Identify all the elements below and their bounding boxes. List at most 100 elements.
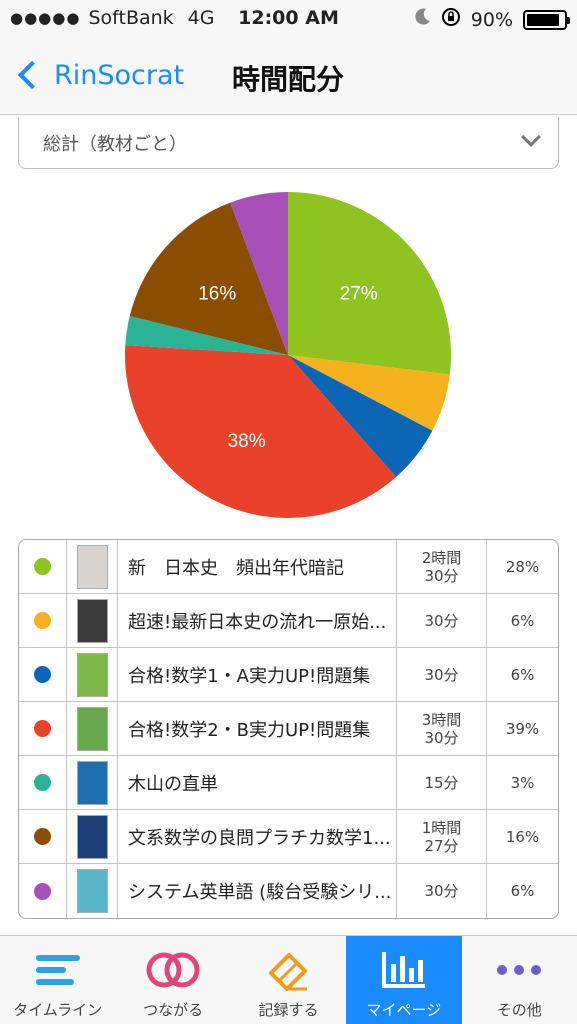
thumbnail-cell xyxy=(67,648,118,701)
study-time-line1: 2時間 xyxy=(421,548,462,567)
material-name: 新 日本史 頻出年代暗記 xyxy=(118,540,397,593)
time-percent: 16% xyxy=(505,827,540,846)
book-cover-image xyxy=(76,598,108,643)
color-cell xyxy=(19,540,67,593)
material-name-text: 文系数学の良問プラチカ数学1... xyxy=(128,827,391,849)
material-name-text: 木山の直単 xyxy=(128,773,218,795)
table-row[interactable]: 合格!数学1・A実力UP!問題集 30分 6% xyxy=(19,648,558,702)
table-row[interactable]: 合格!数学2・B実力UP!問題集 3時間 30分 39% xyxy=(19,702,558,756)
material-name-text: 超速!最新日本史の流れ一原始... xyxy=(128,611,387,633)
pie-slice-3 xyxy=(288,355,433,478)
navigation-bar: RinSocrat 時間配分 xyxy=(0,38,577,115)
series-color-dot xyxy=(34,774,51,791)
table-row[interactable]: 超速!最新日本史の流れ一原始... 30分 6% xyxy=(19,594,558,648)
study-time-line1: 3時間 xyxy=(421,710,462,729)
material-name-text: 合格!数学1・A実力UP!問題集 xyxy=(128,665,371,687)
study-time: 3時間 30分 xyxy=(397,702,487,755)
rotation-lock-icon xyxy=(441,7,461,32)
material-name: 超速!最新日本史の流れ一原始... xyxy=(118,594,397,647)
thumbnail-cell xyxy=(67,756,118,809)
tab-timeline[interactable]: タイムライン xyxy=(0,936,115,1024)
study-time-line1: 30分 xyxy=(424,665,459,684)
pie-slice-4 xyxy=(125,345,397,518)
study-time: 30分 xyxy=(397,864,487,918)
color-cell xyxy=(19,810,67,863)
book-cover-image xyxy=(76,544,108,589)
page-title: 時間配分 xyxy=(232,63,345,96)
book-cover-image xyxy=(76,652,108,697)
pie-slice-label-1: 27% xyxy=(340,283,378,304)
study-time-line1: 30分 xyxy=(424,611,459,630)
study-time: 30分 xyxy=(397,648,487,701)
do-not-disturb-icon xyxy=(415,8,431,31)
tab-label: マイページ xyxy=(366,1001,442,1019)
network-type: 4G xyxy=(187,7,215,29)
study-time-line2: 30分 xyxy=(424,566,459,585)
tab-mypage-chart[interactable]: マイページ xyxy=(346,936,462,1024)
pie-slice-7 xyxy=(230,192,288,355)
pie-slice-1 xyxy=(288,192,452,375)
back-button[interactable]: RinSocrat xyxy=(12,52,184,98)
status-time: 12:00 AM xyxy=(238,7,339,29)
series-color-dot xyxy=(34,558,51,575)
tab-connect-rings[interactable]: つながる xyxy=(115,936,230,1024)
status-bar: ●●●●● SoftBank 4G 12:00 AM 90% xyxy=(0,0,577,38)
signal-strength-icon: ●●●●● xyxy=(10,9,81,27)
color-cell xyxy=(19,702,67,755)
time-percent: 6% xyxy=(510,665,535,684)
table-row[interactable]: システム英単語 (駿台受験シリ... 30分 6% xyxy=(19,864,558,918)
book-cover-image xyxy=(76,706,108,751)
material-name-text: 合格!数学2・B実力UP!問題集 xyxy=(128,719,371,741)
materials-table: 新 日本史 頻出年代暗記 2時間 30分 28% 超速!最新日本史の流れ一原始... 30… xyxy=(18,539,559,919)
chevron-left-icon xyxy=(17,60,47,90)
series-color-dot xyxy=(34,828,51,845)
thumbnail-cell xyxy=(67,864,118,918)
record-pencil-icon xyxy=(265,950,311,991)
study-time: 1時間 27分 xyxy=(397,810,487,863)
time-percent: 28% xyxy=(505,557,540,576)
battery-icon xyxy=(523,9,570,30)
tab-record-pencil[interactable]: 記録する xyxy=(231,936,346,1024)
bottom-tab-bar: タイムライン つながる 記録する マイページ その他 xyxy=(0,935,577,1024)
more-dots-icon xyxy=(496,950,542,990)
timeline-icon xyxy=(35,950,80,990)
back-button-label: RinSocrat xyxy=(54,59,185,91)
chevron-down-icon xyxy=(521,127,541,147)
series-color-dot xyxy=(34,666,51,683)
study-time-line2: 27分 xyxy=(424,836,459,855)
material-name: 木山の直単 xyxy=(118,756,397,809)
battery-level xyxy=(527,13,560,26)
tab-more-dots[interactable]: その他 xyxy=(462,936,577,1024)
series-color-dot xyxy=(34,720,51,737)
table-row[interactable]: 新 日本史 頻出年代暗記 2時間 30分 28% xyxy=(19,540,558,594)
material-name: 合格!数学2・B実力UP!問題集 xyxy=(118,702,397,755)
table-row[interactable]: 文系数学の良問プラチカ数学1... 1時間 27分 16% xyxy=(19,810,558,864)
tab-label: その他 xyxy=(496,1001,542,1019)
connect-rings-icon xyxy=(143,950,203,990)
series-color-dot xyxy=(34,612,51,629)
summary-type-dropdown[interactable]: 総計（教材ごと） xyxy=(18,117,559,169)
thumbnail-cell xyxy=(67,540,118,593)
time-percent: 6% xyxy=(510,882,535,900)
color-cell xyxy=(19,864,67,918)
book-cover-image xyxy=(76,869,108,913)
material-name: 文系数学の良問プラチカ数学1... xyxy=(118,810,397,863)
thumbnail-cell xyxy=(67,810,118,863)
pie-slice-label-6: 16% xyxy=(198,283,236,304)
series-color-dot xyxy=(34,882,51,900)
tab-label: つながる xyxy=(143,1001,204,1019)
pie-slice-2 xyxy=(288,355,450,431)
status-left: ●●●●● SoftBank 4G xyxy=(10,7,214,29)
study-time: 2時間 30分 xyxy=(397,540,487,593)
battery-percent: 90% xyxy=(470,8,513,31)
material-name-text: システム英単語 (駿台受験シリ... xyxy=(128,882,392,903)
material-name: システム英単語 (駿台受験シリ... xyxy=(118,864,397,918)
pie-slice-label-4: 38% xyxy=(228,431,266,452)
color-cell xyxy=(19,756,67,809)
dropdown-selected-value: 総計（教材ごと） xyxy=(43,134,187,155)
table-row[interactable]: 木山の直単 15分 3% xyxy=(19,756,558,810)
time-allocation-pie-chart: 27% 38% 16% xyxy=(125,192,452,518)
thumbnail-cell xyxy=(67,702,118,755)
time-percent: 6% xyxy=(510,611,535,630)
study-time: 15分 xyxy=(397,756,487,809)
